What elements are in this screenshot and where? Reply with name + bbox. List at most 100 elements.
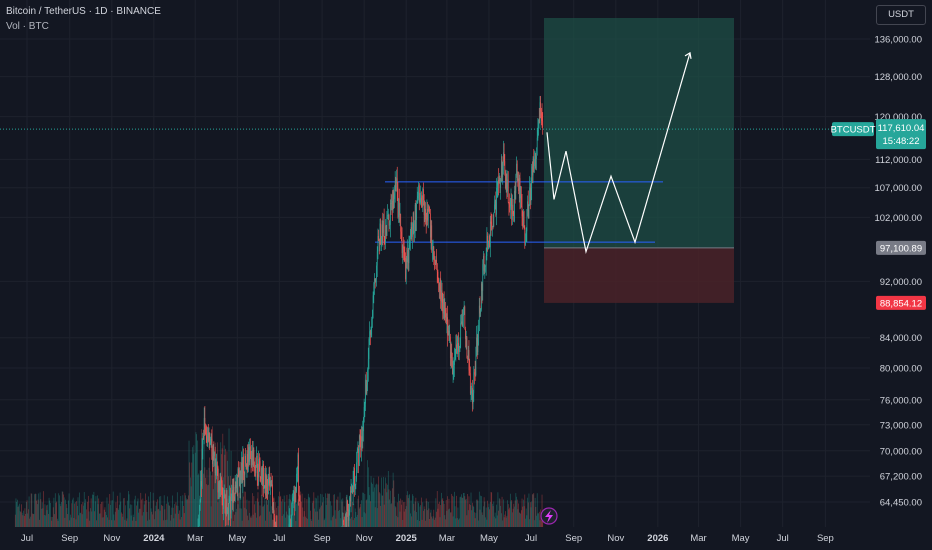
candle-body: [449, 336, 450, 341]
volume-bar: [392, 488, 393, 527]
volume-bar: [334, 510, 336, 527]
volume-bar: [446, 510, 448, 527]
candle-body: [472, 387, 473, 404]
volume-bar: [167, 496, 169, 527]
candle-body: [401, 231, 402, 240]
volume-bar: [252, 493, 253, 527]
volume-bar: [481, 496, 482, 527]
volume-bar: [146, 511, 148, 527]
volume-bar: [125, 505, 126, 527]
candle-body: [392, 191, 394, 211]
volume-bar: [14, 514, 16, 527]
candle-body: [467, 350, 469, 359]
candle-body: [416, 203, 417, 220]
candle-body: [199, 500, 201, 511]
volume-bar: [449, 512, 451, 527]
volume-bar: [338, 510, 339, 527]
candle-body: [453, 364, 455, 369]
candle-body: [261, 468, 262, 479]
volume-bar: [261, 495, 262, 527]
candle-body: [353, 468, 355, 483]
candle-body: [370, 331, 371, 335]
lightning-icon[interactable]: [540, 507, 558, 525]
candle-body: [399, 214, 401, 216]
volume-bar: [52, 516, 53, 527]
candle-body: [412, 227, 413, 237]
volume-bar: [485, 517, 486, 527]
volume-bar: [327, 493, 329, 527]
y-tick-label: 64,450.00: [880, 498, 922, 509]
chart-grid: [0, 0, 870, 527]
candle-body: [541, 113, 543, 122]
volume-bar: [100, 503, 102, 527]
volume-bar: [248, 500, 250, 527]
volume-bar: [196, 440, 198, 527]
volume-bar: [482, 514, 484, 527]
entry-price-label: 97,100.89: [880, 243, 922, 254]
candle-body: [297, 454, 299, 470]
volume-bar: [54, 493, 56, 527]
volume-bar: [19, 503, 20, 527]
candle-body: [299, 501, 301, 527]
volume-bar: [236, 508, 237, 527]
candle-body: [496, 185, 498, 188]
volume-bar: [381, 495, 383, 527]
volume-bar: [69, 520, 71, 527]
candle-body: [292, 496, 294, 498]
candle-body: [501, 160, 503, 178]
volume-bar: [310, 510, 311, 527]
candle-body: [202, 435, 204, 449]
candle-body: [342, 520, 344, 527]
volume-bar: [187, 499, 188, 527]
volume-bar: [458, 519, 459, 527]
y-tick-label: 102,000.00: [874, 213, 922, 224]
volume-bar: [140, 492, 142, 527]
volume-bar: [397, 517, 399, 527]
volume-bar: [212, 426, 213, 527]
candle-body: [488, 236, 490, 242]
volume-bar: [90, 498, 92, 527]
volume-bar: [192, 454, 194, 527]
volume-bar: [113, 514, 115, 527]
candle-body: [248, 447, 250, 462]
volume-bar: [382, 495, 384, 527]
volume-bar: [488, 503, 490, 527]
candle-body: [265, 476, 267, 496]
volume-bar: [281, 515, 283, 527]
volume-bar: [432, 518, 433, 527]
volume-bar: [476, 499, 477, 527]
currency-button[interactable]: USDT: [876, 5, 926, 25]
candle-body: [385, 225, 387, 236]
volume-bar: [323, 496, 324, 527]
candle-body: [474, 372, 475, 374]
y-tick-label: 76,000.00: [880, 395, 922, 406]
candle-body: [356, 462, 357, 479]
volume-bar: [418, 520, 420, 527]
volume-bar: [371, 482, 373, 527]
current-price-label: 117,610.04: [878, 123, 925, 134]
candle-body: [276, 525, 277, 527]
volume-bar: [394, 496, 395, 527]
volume-bar: [135, 520, 137, 527]
volume-bar: [401, 504, 402, 527]
candle-body: [459, 344, 461, 348]
volume-bar: [180, 495, 182, 527]
volume-bar: [464, 496, 466, 527]
volume-bar: [210, 471, 211, 527]
volume-bar: [508, 509, 510, 527]
candle-body: [345, 513, 346, 527]
volume-bar: [428, 508, 430, 527]
volume-bar: [96, 520, 97, 527]
volume-bar: [77, 497, 79, 527]
candle-body: [513, 214, 515, 222]
volume-bar: [162, 506, 164, 527]
volume-bar: [367, 467, 369, 527]
volume-bar: [318, 509, 320, 527]
volume-bar: [173, 518, 175, 527]
volume-bar: [410, 500, 412, 527]
candle-body: [230, 500, 232, 514]
volume-bar: [487, 507, 489, 527]
candle-body: [347, 510, 349, 521]
candle-body: [372, 295, 374, 310]
